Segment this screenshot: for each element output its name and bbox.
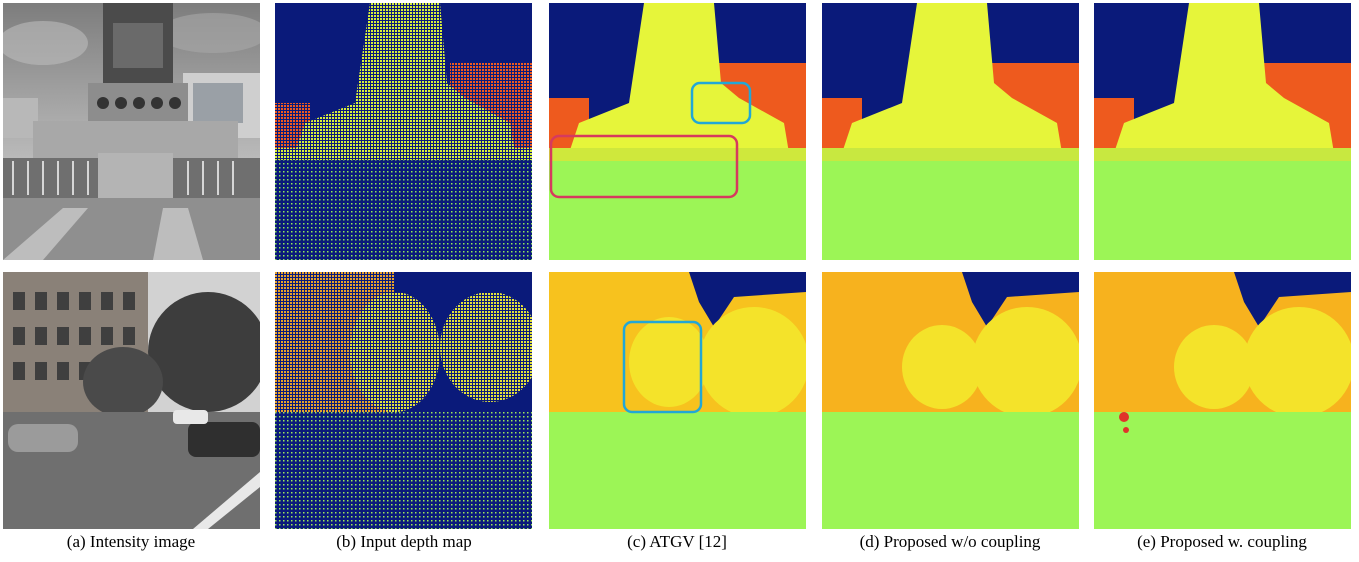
row2-atgv-result bbox=[549, 272, 806, 529]
highlight-box-cyan bbox=[622, 320, 703, 414]
row2-proposed-with-coupling bbox=[1094, 272, 1351, 529]
caption-b: (b) Input depth map bbox=[336, 532, 472, 551]
row1-proposed-without-coupling bbox=[822, 3, 1079, 260]
row2-input-depth-map bbox=[275, 272, 532, 529]
row2-intensity-image bbox=[3, 272, 260, 529]
caption-d: (d) Proposed w/o coupling bbox=[859, 532, 1041, 551]
caption-a: (a) Intensity image bbox=[66, 532, 196, 551]
highlight-box-red bbox=[549, 134, 739, 199]
row1-proposed-with-coupling bbox=[1094, 3, 1351, 260]
row2-proposed-without-coupling bbox=[822, 272, 1079, 529]
row1-intensity-image bbox=[3, 3, 260, 260]
highlight-box-cyan bbox=[690, 81, 752, 125]
caption-e: (e) Proposed w. coupling bbox=[1137, 532, 1307, 551]
row1-input-depth-map bbox=[275, 3, 532, 260]
row1-atgv-result bbox=[549, 3, 806, 260]
caption-c: (c) ATGV [12] bbox=[627, 532, 727, 551]
